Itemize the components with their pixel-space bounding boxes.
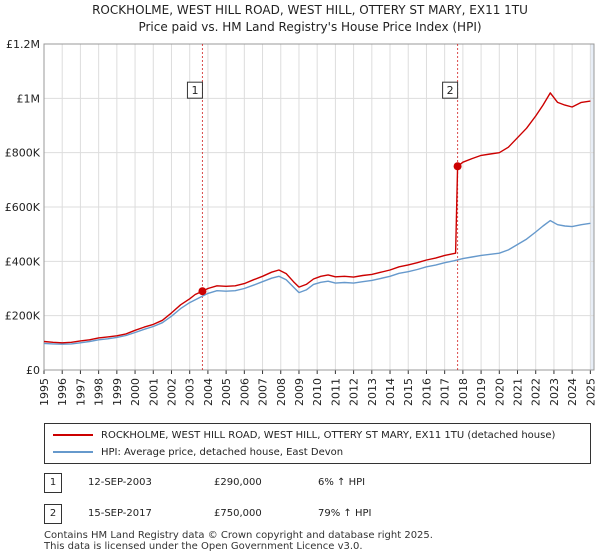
x-tick-label: 2013 (366, 378, 379, 406)
x-tick-label: 2004 (202, 378, 215, 406)
property-series-line (43, 92, 591, 344)
x-tick-label: 2022 (530, 378, 543, 406)
transaction-price: £750,000 (214, 508, 262, 519)
sale-point (198, 287, 207, 296)
sale-label-text: 2 (447, 84, 454, 97)
x-tick-label: 2011 (329, 378, 342, 406)
x-tick-label: 2014 (384, 378, 397, 406)
x-tick-label: 2001 (147, 378, 160, 406)
x-tick-label: 1998 (93, 378, 106, 406)
x-tick-label: 2015 (402, 378, 415, 406)
y-tick-label: £200K (5, 310, 41, 323)
x-tick-label: 2017 (439, 378, 452, 406)
transaction-hpi-change: 6% ↑ HPI (318, 477, 366, 488)
transaction-marker: 2 (44, 504, 62, 524)
legend-label-hpi: HPI: Average price, detached house, East… (101, 447, 344, 458)
x-tick-label: 2019 (475, 378, 488, 406)
y-tick-label: £600K (5, 201, 41, 214)
x-tick-label: 2006 (238, 378, 251, 406)
transaction-date: 12-SEP-2003 (88, 477, 152, 488)
footer-copyright: Contains HM Land Registry data © Crown c… (44, 530, 433, 541)
x-tick-label: 2005 (220, 378, 233, 406)
y-tick-label: £400K (5, 255, 41, 268)
x-tick-label: 1995 (38, 378, 51, 406)
x-tick-label: 2025 (584, 378, 597, 406)
x-tick-label: 2007 (257, 378, 270, 406)
sale-label-text: 1 (191, 84, 198, 97)
legend-item-property: ROCKHOLME, WEST HILL ROAD, WEST HILL, OT… (53, 428, 555, 444)
x-tick-label: 2003 (184, 378, 197, 406)
x-tick-label: 2023 (548, 378, 561, 406)
y-tick-label: £800K (5, 147, 41, 160)
x-tick-label: 2020 (493, 378, 506, 406)
hpi-series-line (43, 219, 591, 345)
sale-label-box (442, 81, 459, 99)
x-tick-label: 2008 (275, 378, 288, 406)
x-tick-label: 2016 (420, 378, 433, 406)
legend-swatch-property (53, 434, 93, 436)
transaction-row: 2 15-SEP-2017 £750,000 79% ↑ HPI (44, 504, 584, 524)
x-tick-label: 1997 (74, 378, 87, 406)
transaction-row: 1 12-SEP-2003 £290,000 6% ↑ HPI (44, 473, 584, 493)
x-tick-label: 2012 (348, 378, 361, 406)
x-tick-label: 2010 (311, 378, 324, 406)
y-tick-label: £1.2M (6, 38, 40, 51)
transaction-marker: 1 (44, 473, 62, 493)
price-chart: ROCKHOLME, WEST HILL ROAD, WEST HILL, OT… (5, 3, 598, 406)
x-tick-label: 1996 (56, 378, 69, 406)
legend-label-property: ROCKHOLME, WEST HILL ROAD, WEST HILL, OT… (101, 430, 556, 441)
y-tick-label: £0 (26, 364, 40, 377)
sale-point (453, 162, 462, 171)
x-tick-label: 2018 (457, 378, 470, 406)
x-tick-label: 2002 (165, 378, 178, 406)
x-tick-label: 1999 (111, 378, 124, 406)
legend-swatch-hpi (53, 451, 93, 453)
chart-title: ROCKHOLME, WEST HILL ROAD, WEST HILL, OT… (92, 3, 528, 17)
x-tick-label: 2024 (566, 378, 579, 406)
x-tick-label: 2009 (293, 378, 306, 406)
transaction-hpi-change: 79% ↑ HPI (318, 508, 372, 519)
x-tick-label: 2021 (512, 378, 525, 406)
x-tick-label: 2000 (129, 378, 142, 406)
chart-subtitle: Price paid vs. HM Land Registry's House … (138, 20, 481, 34)
footer-attribution: Contains HM Land Registry data © Crown c… (44, 530, 433, 552)
plot-frame (43, 43, 595, 371)
y-tick-label: £1M (17, 92, 41, 105)
sale-label-box (186, 81, 203, 99)
legend-item-hpi: HPI: Average price, detached house, East… (53, 445, 343, 461)
footer-licence: This data is licensed under the Open Gov… (44, 541, 363, 552)
transaction-date: 15-SEP-2017 (88, 508, 152, 519)
legend: ROCKHOLME, WEST HILL ROAD, WEST HILL, OT… (44, 423, 591, 464)
transaction-price: £290,000 (214, 477, 262, 488)
